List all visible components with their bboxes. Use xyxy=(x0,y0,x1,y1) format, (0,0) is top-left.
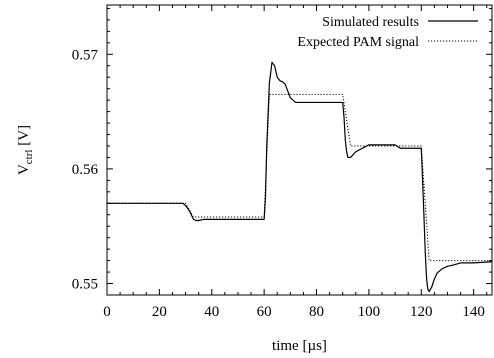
legend-label-simulated: Simulated results xyxy=(322,15,419,30)
tick-marks xyxy=(106,5,492,296)
x-tick-label: 0 xyxy=(103,304,111,320)
y-tick-label: 0.55 xyxy=(72,277,98,293)
series-group xyxy=(107,61,493,293)
x-tick-label: 100 xyxy=(358,304,381,320)
x-tick-label: 140 xyxy=(462,304,485,320)
x-tick-label: 20 xyxy=(152,304,167,320)
y-tick-label: 0.57 xyxy=(72,47,99,63)
x-axis-label: time [µs] xyxy=(272,338,327,354)
series-expected-pam-signal xyxy=(107,93,492,262)
x-tick-label: 40 xyxy=(204,304,219,320)
y-axis-label: Vctrl [V] xyxy=(16,125,35,175)
y-axis-label-subscript: ctrl xyxy=(23,150,35,165)
y-tick-label: 0.56 xyxy=(72,162,99,178)
series-simulated-results xyxy=(107,61,493,293)
x-tick-label: 120 xyxy=(410,304,433,320)
legend: Simulated results Expected PAM signal xyxy=(297,15,478,50)
legend-label-expected: Expected PAM signal xyxy=(297,35,419,50)
tick-labels: 0 20 40 60 80 100 120 140 0.55 0.56 0.57 xyxy=(72,47,485,320)
plot-frame xyxy=(106,4,493,296)
y-axis-label-main: V xyxy=(16,164,32,175)
y-axis-label-unit: [V] xyxy=(16,125,32,150)
x-tick-label: 80 xyxy=(309,304,324,320)
x-tick-label: 60 xyxy=(257,304,272,320)
